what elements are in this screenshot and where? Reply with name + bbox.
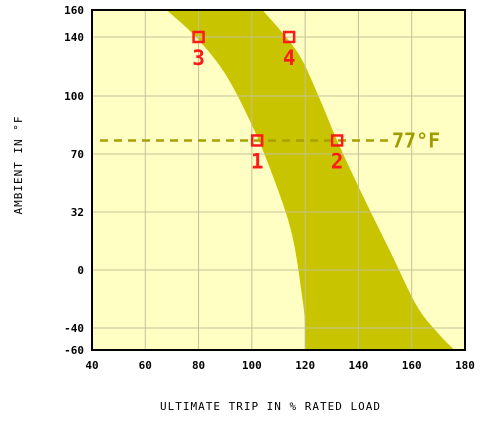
x-tick-label: 60	[139, 359, 152, 372]
point-label: 4	[283, 46, 296, 70]
plot-area	[91, 9, 466, 351]
plot-frame	[91, 9, 466, 351]
y-tick-label: -40	[64, 322, 84, 335]
x-tick-label: 80	[192, 359, 205, 372]
x-tick-label: 160	[402, 359, 422, 372]
y-tick-label: 70	[71, 148, 84, 161]
reference-line-label: 77°F	[392, 128, 440, 152]
point-marker	[330, 134, 344, 147]
y-axis-ticks: 160 140 100 70 32 0 -40 -60	[64, 4, 84, 357]
point-label: 1	[251, 149, 264, 173]
point-marker	[192, 30, 205, 44]
reference-line-77f: 77°F	[100, 128, 440, 152]
y-tick-label: 160	[64, 4, 84, 17]
grid	[92, 10, 465, 350]
x-tick-label: 180	[455, 359, 475, 372]
x-tick-label: 40	[85, 359, 98, 372]
point-label: 2	[331, 149, 344, 173]
y-tick-label: -60	[64, 344, 84, 357]
x-tick-label: 100	[242, 359, 262, 372]
x-tick-label: 120	[295, 359, 315, 372]
x-axis-ticks: 40 60 80 100 120 140 160 180	[85, 359, 475, 372]
y-tick-label: 0	[77, 264, 84, 277]
y-tick-label: 100	[64, 90, 84, 103]
points: 1 2 3 4	[192, 30, 344, 173]
x-tick-label: 140	[348, 359, 368, 372]
y-axis-title: AMBIENT IN °F	[12, 115, 25, 214]
point-marker	[250, 134, 264, 147]
point-marker	[282, 30, 296, 44]
y-tick-label: 32	[71, 206, 84, 219]
x-axis-title: ULTIMATE TRIP IN % RATED LOAD	[160, 400, 381, 413]
point-label: 3	[192, 46, 205, 70]
trip-band	[166, 10, 455, 350]
y-tick-label: 140	[64, 31, 84, 44]
